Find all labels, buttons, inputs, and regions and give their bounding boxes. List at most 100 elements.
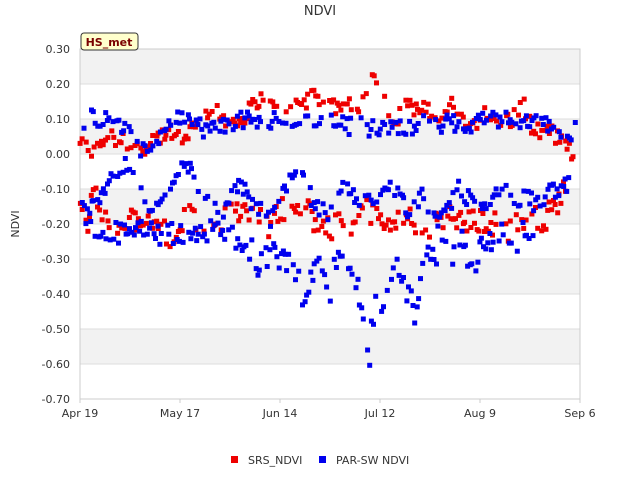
point-srs-ndvi (140, 222, 146, 228)
point-par-sw-ndvi (385, 187, 391, 193)
point-srs-ndvi (109, 128, 115, 134)
point-srs-ndvi (169, 135, 175, 141)
point-par-sw-ndvi (521, 118, 527, 124)
point-par-sw-ndvi (124, 167, 130, 173)
point-srs-ndvi (503, 221, 509, 227)
point-par-sw-ndvi (521, 188, 527, 194)
point-par-sw-ndvi (268, 125, 274, 131)
point-srs-ndvi (346, 96, 352, 102)
point-par-sw-ndvi (100, 186, 106, 192)
point-par-sw-ndvi (451, 113, 457, 119)
point-par-sw-ndvi (530, 233, 536, 239)
point-srs-ndvi (166, 127, 172, 133)
source-badge-box (80, 32, 139, 51)
point-par-sw-ndvi (483, 246, 489, 252)
point-par-sw-ndvi (176, 238, 182, 244)
point-par-sw-ndvi (427, 118, 432, 124)
point-srs-ndvi (541, 223, 546, 229)
point-par-sw-ndvi (403, 210, 409, 216)
point-par-sw-ndvi (240, 125, 246, 131)
point-par-sw-ndvi (81, 125, 87, 131)
point-par-sw-ndvi (276, 198, 282, 204)
point-par-sw-ndvi (500, 232, 506, 238)
point-srs-ndvi (205, 115, 211, 121)
point-srs-ndvi (352, 219, 358, 225)
point-srs-ndvi (356, 109, 362, 115)
point-srs-ndvi (521, 225, 527, 231)
point-srs-ndvi (274, 103, 280, 109)
point-par-sw-ndvi (100, 229, 106, 235)
point-srs-ndvi (115, 230, 121, 236)
point-srs-ndvi (333, 212, 338, 218)
point-par-sw-ndvi (217, 128, 223, 134)
point-par-sw-ndvi (95, 197, 101, 203)
point-srs-ndvi (545, 207, 551, 213)
point-srs-ndvi (323, 230, 329, 236)
point-par-sw-ndvi (475, 112, 481, 118)
point-par-sw-ndvi (240, 191, 246, 197)
point-par-sw-ndvi (439, 237, 445, 243)
point-par-sw-ndvi (215, 220, 221, 226)
point-par-sw-ndvi (279, 251, 284, 257)
point-srs-ndvi (201, 228, 207, 234)
y-tick-label: -0.70 (42, 393, 70, 406)
point-par-sw-ndvi (415, 121, 421, 126)
point-srs-ndvi (187, 203, 193, 209)
point-par-sw-ndvi (179, 160, 185, 166)
point-par-sw-ndvi (267, 247, 273, 253)
point-par-sw-ndvi (443, 116, 449, 122)
point-par-sw-ndvi (166, 118, 172, 124)
point-srs-ndvi (105, 218, 111, 224)
point-srs-ndvi (544, 123, 550, 129)
point-srs-ndvi (233, 208, 238, 214)
point-par-sw-ndvi (347, 265, 353, 271)
point-par-sw-ndvi (449, 205, 455, 211)
point-par-sw-ndvi (177, 120, 183, 126)
point-par-sw-ndvi (274, 254, 280, 260)
point-par-sw-ndvi (226, 200, 232, 206)
point-par-sw-ndvi (113, 220, 119, 225)
point-par-sw-ndvi (276, 119, 282, 124)
point-par-sw-ndvi (533, 113, 539, 119)
point-srs-ndvi (451, 104, 456, 110)
point-par-sw-ndvi (438, 210, 444, 216)
point-par-sw-ndvi (264, 264, 270, 269)
point-par-sw-ndvi (266, 209, 271, 215)
point-srs-ndvi (167, 244, 173, 250)
point-srs-ndvi (462, 219, 468, 225)
point-srs-ndvi (546, 199, 552, 205)
point-srs-ndvi (163, 132, 169, 138)
point-srs-ndvi (146, 144, 152, 150)
point-srs-ndvi (440, 225, 446, 231)
point-par-sw-ndvi (173, 119, 179, 125)
point-srs-ndvi (460, 114, 466, 120)
point-par-sw-ndvi (399, 278, 405, 284)
point-par-sw-ndvi (355, 276, 361, 282)
point-srs-ndvi (466, 209, 472, 215)
point-par-sw-ndvi (106, 178, 112, 184)
point-par-sw-ndvi (97, 200, 103, 206)
point-par-sw-ndvi (276, 265, 282, 271)
point-srs-ndvi (382, 93, 388, 99)
point-par-sw-ndvi (328, 112, 334, 118)
point-par-sw-ndvi (344, 116, 350, 122)
point-par-sw-ndvi (185, 169, 191, 175)
point-par-sw-ndvi (425, 244, 431, 250)
point-par-sw-ndvi (271, 110, 277, 116)
point-par-sw-ndvi (488, 113, 494, 119)
point-srs-ndvi (564, 146, 570, 152)
point-srs-ndvi (488, 220, 494, 225)
point-par-sw-ndvi (537, 203, 543, 209)
point-par-sw-ndvi (226, 227, 232, 233)
point-par-sw-ndvi (254, 124, 260, 130)
point-srs-ndvi (214, 103, 220, 108)
x-tick-label: Jul 12 (364, 407, 396, 420)
point-srs-ndvi (206, 111, 212, 117)
point-par-sw-ndvi (243, 242, 249, 248)
point-par-sw-ndvi (449, 120, 455, 126)
point-par-sw-ndvi (320, 201, 326, 207)
point-srs-ndvi (381, 226, 387, 231)
point-par-sw-ndvi (248, 206, 254, 212)
point-par-sw-ndvi (129, 229, 135, 235)
point-par-sw-ndvi (456, 178, 462, 184)
